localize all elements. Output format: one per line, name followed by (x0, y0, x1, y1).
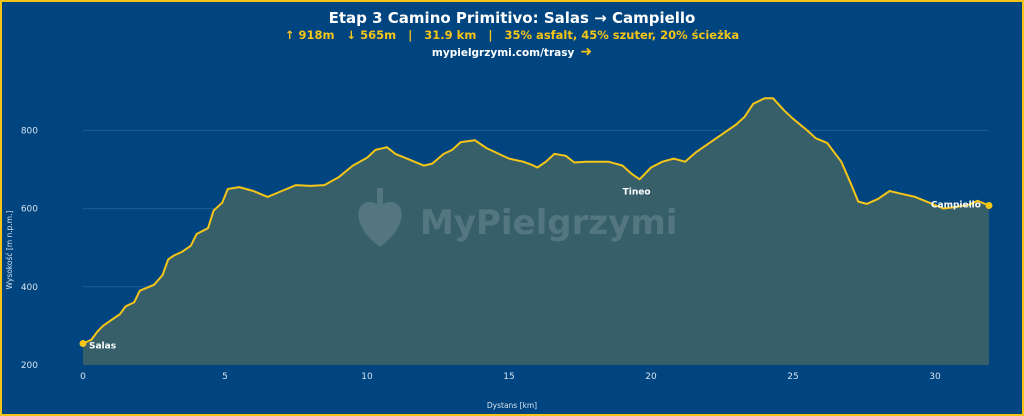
x-tick-label: 20 (645, 372, 657, 382)
waypoint-label: Tineo (623, 187, 651, 197)
y-tick-label: 200 (21, 361, 38, 371)
elevation-area (83, 98, 989, 366)
x-tick-label: 30 (929, 372, 941, 382)
arrow-right-icon: ➜ (580, 44, 593, 60)
y-tick-label: 800 (21, 126, 38, 136)
waypoint-marker (985, 201, 993, 209)
waypoint-marker (79, 339, 87, 347)
y-axis-label: Wysokość [m n.p.m.] (5, 211, 14, 290)
watermark-text: MyPielgrzymi (420, 203, 677, 243)
x-tick-label: 5 (222, 372, 228, 382)
x-tick-label: 15 (503, 372, 514, 382)
cross-icon (377, 188, 383, 210)
elevation-line (82, 97, 990, 345)
watermark: MyPielgrzymi (358, 188, 677, 247)
heart-cross-logo-icon (358, 202, 402, 247)
route-stats: ↑ 918m ↓ 565m | 31.9 km | 35% asfalt, 45… (284, 28, 740, 42)
site-link[interactable]: mypielgrzymi.com/trasy ➜ (2, 44, 1022, 60)
y-tick-label: 600 (21, 205, 38, 215)
y-tick-label: 400 (21, 283, 38, 293)
x-tick-label: 0 (80, 372, 86, 382)
site-link-text[interactable]: mypielgrzymi.com/trasy (431, 47, 575, 59)
x-axis-label: Dystans [km] (487, 401, 537, 410)
waypoint-label: Salas (89, 341, 116, 351)
chart-title: Etap 3 Camino Primitivo: Salas → Campiel… (328, 9, 696, 27)
waypoint-label: Campiello (931, 200, 981, 210)
x-tick-label: 10 (361, 372, 373, 382)
x-tick-label: 25 (787, 372, 798, 382)
